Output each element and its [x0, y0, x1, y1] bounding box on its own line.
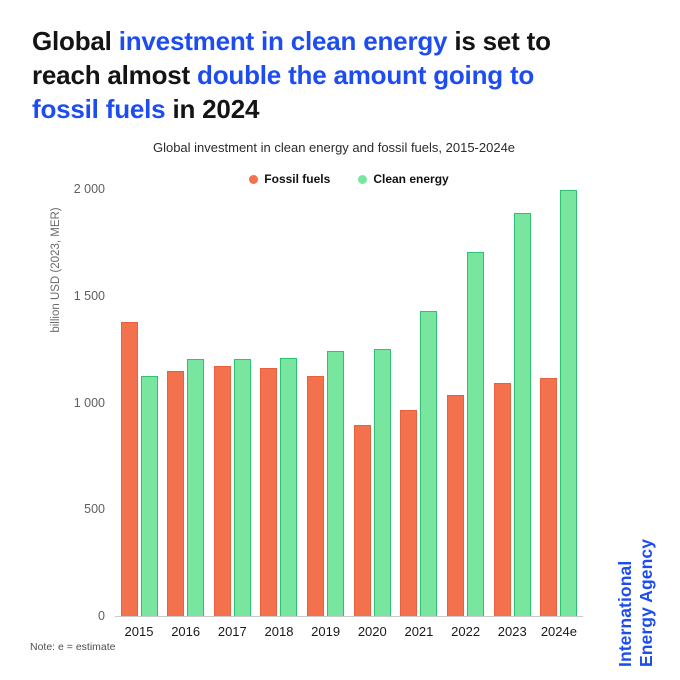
bar-group-2023 — [492, 213, 532, 617]
x-tick-label-2018: 2018 — [264, 624, 294, 639]
iea-wordmark-line2: Energy Agency — [636, 538, 656, 667]
bar-group-2018 — [259, 358, 299, 617]
legend-item-fossil-fuels: Fossil fuels — [249, 172, 330, 186]
bar-clean-energy-2017 — [233, 359, 251, 617]
headline-line-1: Global investment in clean energy is set… — [32, 24, 642, 58]
legend-label: Fossil fuels — [264, 172, 331, 186]
legend-dot-icon — [358, 174, 368, 184]
headline-text: Global — [32, 26, 119, 56]
bar-clean-energy-2019 — [327, 351, 345, 617]
bar-group-2021 — [399, 311, 439, 617]
x-tick-label-2019: 2019 — [311, 624, 341, 639]
x-tick-label-2021: 2021 — [404, 624, 434, 639]
headline: Global investment in clean energy is set… — [32, 24, 642, 126]
y-tick-label: 0 — [98, 609, 105, 623]
headline-line-2: reach almost double the amount going to — [32, 58, 642, 92]
bar-fossil-fuels-2018 — [260, 368, 278, 617]
bar-clean-energy-2015 — [140, 376, 158, 617]
x-axis-line — [115, 616, 583, 617]
headline-text: reach almost — [32, 60, 198, 90]
bar-clean-energy-2022 — [467, 252, 485, 617]
bar-clean-energy-2016 — [187, 359, 205, 617]
y-tick-label: 1 500 — [73, 288, 105, 303]
legend-item-clean-energy: Clean energy — [358, 172, 449, 186]
headline-line-3: fossil fuels in 2024 — [32, 92, 642, 126]
bar-clean-energy-2023 — [513, 213, 531, 617]
bar-clean-energy-2020 — [373, 349, 391, 617]
bar-group-2015 — [119, 322, 159, 617]
legend-label: Clean energy — [373, 172, 449, 186]
bar-fossil-fuels-2024e — [540, 378, 558, 617]
bar-fossil-fuels-2019 — [307, 376, 325, 617]
x-tick-label-2015: 2015 — [124, 624, 154, 639]
bar-group-2022 — [446, 252, 486, 617]
bar-group-2019 — [306, 351, 346, 617]
footnote: Note: e = estimate — [30, 641, 116, 653]
x-tick-label-2020: 2020 — [357, 624, 387, 639]
x-tick-label-2022: 2022 — [451, 624, 481, 639]
y-tick-label: 500 — [84, 502, 105, 517]
bar-fossil-fuels-2017 — [213, 366, 231, 617]
x-axis-labels: 2015 2016 2017 2018 2019 2020 2021 2022 2023 2024… — [115, 624, 583, 639]
legend-dot-icon — [249, 174, 259, 184]
chart-legend: Fossil fuels Clean energy — [115, 172, 583, 186]
headline-text: is set to — [447, 26, 551, 56]
x-tick-label-2017: 2017 — [217, 624, 247, 639]
bar-group-2020 — [352, 349, 392, 617]
bar-group-2024e — [539, 190, 579, 617]
bar-clean-energy-2018 — [280, 358, 298, 617]
x-tick-label-2024e: 2024e — [540, 624, 577, 639]
chart-subtitle: Global investment in clean energy and fo… — [152, 140, 516, 155]
bar-fossil-fuels-2023 — [493, 383, 511, 617]
bar-fossil-fuels-2015 — [120, 322, 138, 617]
bar-clean-energy-2021 — [420, 311, 438, 617]
plot-area: 0 500 1 000 1 500 2 000 — [74, 182, 583, 623]
headline-text: in 2024 — [165, 94, 260, 124]
headline-highlight: investment in clean energy — [118, 26, 448, 56]
y-axis-title: billion USD (2023, MER) — [50, 207, 62, 333]
bar-fossil-fuels-2020 — [353, 425, 371, 617]
bar-group-2017 — [212, 359, 252, 617]
bar-fossil-fuels-2016 — [167, 371, 185, 617]
iea-wordmark: International Energy Agency — [615, 497, 659, 667]
bar-group-2016 — [166, 359, 206, 617]
y-tick-label: 1 000 — [73, 395, 105, 410]
bar-chart: 0 500 1 000 1 500 2 000 2015 2016 2017 2018 2019… — [74, 182, 583, 639]
iea-wordmark-line1: International — [615, 560, 635, 667]
bar-fossil-fuels-2021 — [400, 410, 418, 617]
headline-highlight: fossil fuels — [32, 94, 166, 124]
headline-highlight: double the amount going to — [197, 60, 535, 90]
x-tick-label-2016: 2016 — [171, 624, 201, 639]
x-tick-label-2023: 2023 — [497, 624, 527, 639]
bar-clean-energy-2024e — [560, 190, 578, 617]
y-tick-label: 2 000 — [73, 182, 105, 196]
bar-fossil-fuels-2022 — [447, 395, 465, 617]
